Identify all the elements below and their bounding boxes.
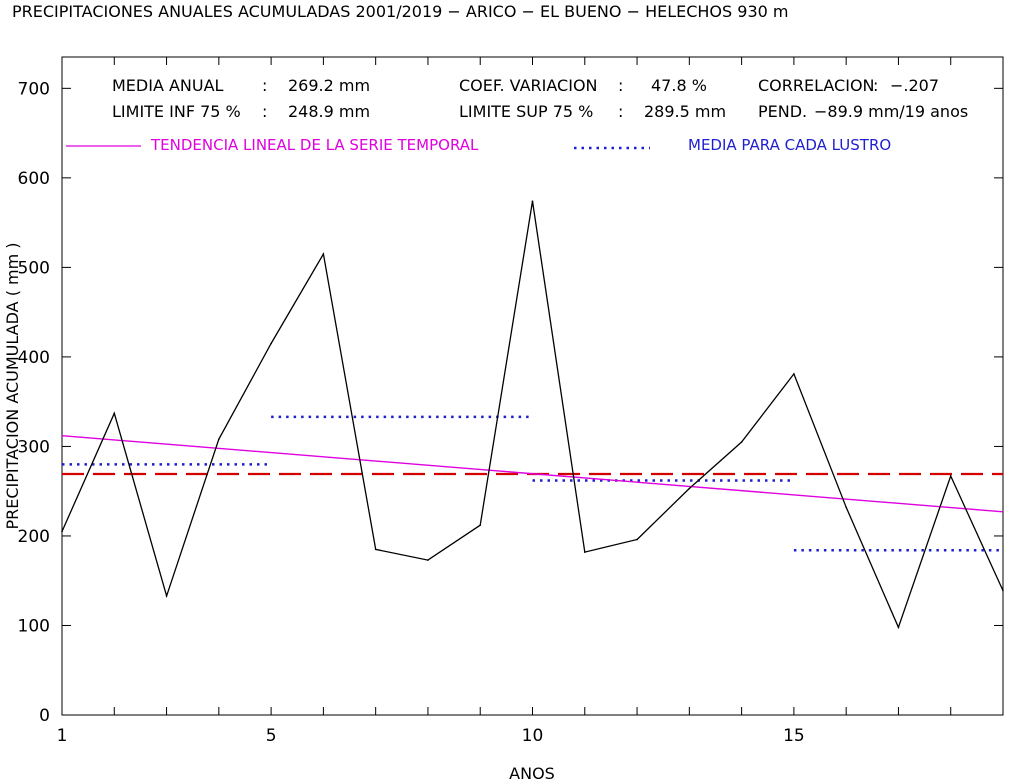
chart-title: PRECIPITACIONES ANUALES ACUMULADAS 2001/…	[12, 2, 788, 21]
stat-lower-label: LIMITE INF 75 %	[112, 102, 241, 121]
precipitation-series-line	[61, 200, 1004, 630]
x-axis-label: ANOS	[509, 764, 555, 782]
stat-correlation-sep: :	[873, 76, 878, 95]
stat-slope-label: PEND.	[758, 102, 807, 121]
data-point	[583, 551, 586, 553]
y-tick-label: 300	[18, 437, 50, 457]
stat-mean-sep: :	[262, 76, 267, 95]
x-tick-label: 15	[783, 726, 805, 746]
data-point	[740, 441, 743, 443]
x-tick-label: 1	[57, 726, 68, 746]
y-tick-label: 0	[39, 706, 50, 726]
y-tick-label: 700	[18, 79, 50, 99]
data-point	[897, 626, 900, 629]
y-tick-label: 600	[18, 169, 50, 189]
data-point	[1002, 589, 1004, 592]
data-point	[61, 530, 63, 533]
stat-upper-label: LIMITE SUP 75 %	[459, 102, 593, 121]
stat-cv-label: COEF. VARIACION	[459, 76, 598, 95]
data-series	[61, 200, 1004, 630]
y-axis: 0 100 200 300 400 500 600 700	[18, 79, 1003, 726]
data-point	[270, 342, 272, 345]
data-point	[636, 538, 638, 541]
x-tick-label: 10	[522, 726, 544, 746]
legend-lustro-label: MEDIA PARA CADA LUSTRO	[688, 136, 891, 154]
legend-trend-label: TENDENCIA LINEAL DE LA SERIE TEMPORAL	[150, 136, 479, 154]
stat-lower-sep: :	[262, 102, 267, 121]
stat-correlation-label: CORRELACION	[758, 76, 875, 95]
statistics-block: MEDIA ANUAL : 269.2 mm LIMITE INF 75 % :…	[112, 76, 968, 121]
trend-line	[61, 434, 1004, 513]
y-tick-label: 100	[18, 616, 50, 636]
data-point	[113, 412, 116, 415]
reference-lines	[61, 415, 1004, 552]
data-point	[322, 253, 325, 255]
data-point	[218, 438, 220, 441]
data-point	[427, 559, 429, 561]
data-point	[949, 475, 952, 477]
stat-slope-value: −89.9 mm/19 anos	[814, 102, 968, 121]
stat-mean-value: 269.2 mm	[288, 76, 370, 95]
y-tick-label: 400	[18, 348, 50, 368]
data-point	[165, 595, 168, 597]
y-tick-label: 500	[18, 258, 50, 278]
data-point	[793, 373, 795, 375]
x-tick-label: 5	[266, 726, 277, 746]
stat-cv-value: 47.8 %	[651, 76, 707, 95]
y-axis-label: PRECIPITACION ACUMULADA ( mm )	[3, 242, 22, 529]
x-axis: 1 5 10 15	[57, 57, 1004, 746]
stat-mean-label: MEDIA ANUAL	[112, 76, 224, 95]
data-point	[688, 487, 691, 490]
y-tick-label: 200	[18, 527, 50, 547]
data-point	[374, 548, 377, 551]
data-point	[479, 524, 482, 527]
data-point	[531, 200, 534, 202]
stat-upper-sep: :	[618, 102, 623, 121]
data-point	[845, 506, 847, 509]
plot-area-frame	[61, 56, 1004, 716]
stat-upper-value: 289.5 mm	[644, 102, 726, 121]
stat-correlation-value: −.207	[890, 76, 939, 95]
legend: TENDENCIA LINEAL DE LA SERIE TEMPORAL ME…	[66, 136, 891, 154]
stat-cv-sep: :	[618, 76, 623, 95]
stat-lower-value: 248.9 mm	[288, 102, 370, 121]
